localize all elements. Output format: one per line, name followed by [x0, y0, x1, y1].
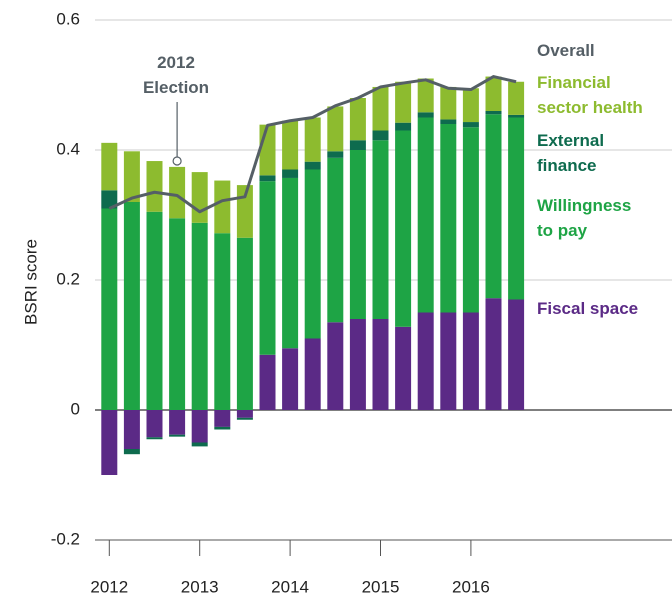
- bar-segment: [259, 175, 276, 182]
- x-tick-label: 2012: [90, 577, 128, 596]
- legend-label: Fiscal space: [537, 299, 639, 318]
- bar-segment: [123, 151, 140, 202]
- bar-segment: [440, 119, 457, 124]
- legend-label: Overall: [537, 41, 595, 60]
- bar-segment: [146, 211, 163, 410]
- bar-segment: [462, 127, 479, 313]
- bar-segment: [282, 120, 299, 170]
- bar-segment: [462, 122, 479, 128]
- x-tick-label: 2015: [362, 577, 400, 596]
- bar-segment: [349, 140, 366, 150]
- bar-segment: [304, 169, 321, 339]
- bar-segment: [169, 434, 186, 437]
- bar-segment: [462, 312, 479, 410]
- bar-segment: [101, 142, 118, 191]
- bar-segment: [282, 177, 299, 349]
- bar-segment: [485, 76, 502, 111]
- bar-segment: [304, 161, 321, 170]
- bar-segment: [214, 233, 231, 410]
- bar-segment: [304, 338, 321, 410]
- bar-segment: [101, 208, 118, 410]
- bar-segment: [508, 114, 525, 118]
- bar-segment: [282, 169, 299, 178]
- bar-segment: [259, 124, 276, 176]
- legend-label: Willingness to pay: [537, 196, 632, 240]
- bar-segment: [485, 114, 502, 299]
- bar-segment: [282, 348, 299, 410]
- bar-segment: [395, 122, 412, 131]
- bar-segment: [372, 319, 389, 410]
- bar-segment: [508, 81, 525, 115]
- bar-segment: [372, 130, 389, 141]
- bar-segment: [101, 190, 118, 209]
- bar-segment: [508, 117, 525, 300]
- bar-segment: [169, 410, 186, 435]
- annotation: 2012 Election: [142, 53, 210, 97]
- bar-segment: [485, 111, 502, 115]
- bar-segment: [236, 237, 253, 410]
- bar-segment: [440, 86, 457, 120]
- legend-label: Financial sector health: [537, 73, 643, 117]
- bar-segment: [440, 312, 457, 410]
- y-tick-label: 0: [71, 399, 80, 418]
- bar-segment: [349, 150, 366, 319]
- bar-segment: [372, 86, 389, 131]
- bar-segment: [123, 449, 140, 455]
- x-tick-label: 2014: [271, 577, 309, 596]
- bar-segment: [417, 112, 434, 118]
- overall-line: [108, 75, 517, 214]
- x-tick-label: 2016: [452, 577, 490, 596]
- bar-segment: [304, 117, 321, 162]
- y-tick-label: -0.2: [51, 529, 80, 548]
- legend-label: External finance: [537, 131, 605, 175]
- bar-segment: [395, 326, 412, 410]
- bar-segment: [395, 130, 412, 327]
- bar-segment: [146, 161, 163, 212]
- bar-segment: [191, 410, 208, 443]
- y-tick-label: 0.4: [56, 139, 80, 158]
- bar-segment: [417, 312, 434, 410]
- bar-segment: [236, 410, 253, 418]
- bar-segment: [440, 124, 457, 313]
- bar-segment: [485, 298, 502, 410]
- bar-segment: [191, 222, 208, 410]
- annotation-dot: [172, 156, 182, 166]
- y-tick-label: 0.2: [56, 269, 80, 288]
- bar-segment: [236, 417, 253, 420]
- bar-segment: [395, 81, 412, 123]
- bar-segment: [327, 106, 344, 152]
- bar-segment: [349, 98, 366, 141]
- bar-segment: [259, 181, 276, 355]
- bar-segment: [123, 202, 140, 410]
- bar-segment: [508, 299, 525, 410]
- bar-segment: [327, 157, 344, 323]
- bar-segment: [259, 354, 276, 410]
- bar-segment: [191, 442, 208, 447]
- x-tick-label: 2013: [181, 577, 219, 596]
- bar-segment: [327, 151, 344, 158]
- bar-segment: [146, 437, 163, 440]
- bar-segment: [417, 78, 434, 113]
- y-tick-label: 0.6: [56, 9, 80, 28]
- bar-segment: [169, 166, 186, 219]
- bar-segment: [327, 322, 344, 410]
- bar-segment: [372, 140, 389, 319]
- bar-segment: [146, 410, 163, 438]
- y-axis-label: BSRI score: [21, 239, 40, 325]
- bar-segment: [214, 180, 231, 234]
- bar-segment: [462, 88, 479, 123]
- bar-segment: [214, 410, 231, 427]
- bar-segment: [191, 172, 208, 223]
- bar-segment: [349, 319, 366, 410]
- bar-segment: [169, 218, 186, 410]
- bar-segment: [101, 410, 118, 475]
- bar-segment: [214, 426, 231, 430]
- bar-segment: [417, 117, 434, 313]
- bar-segment: [123, 410, 140, 449]
